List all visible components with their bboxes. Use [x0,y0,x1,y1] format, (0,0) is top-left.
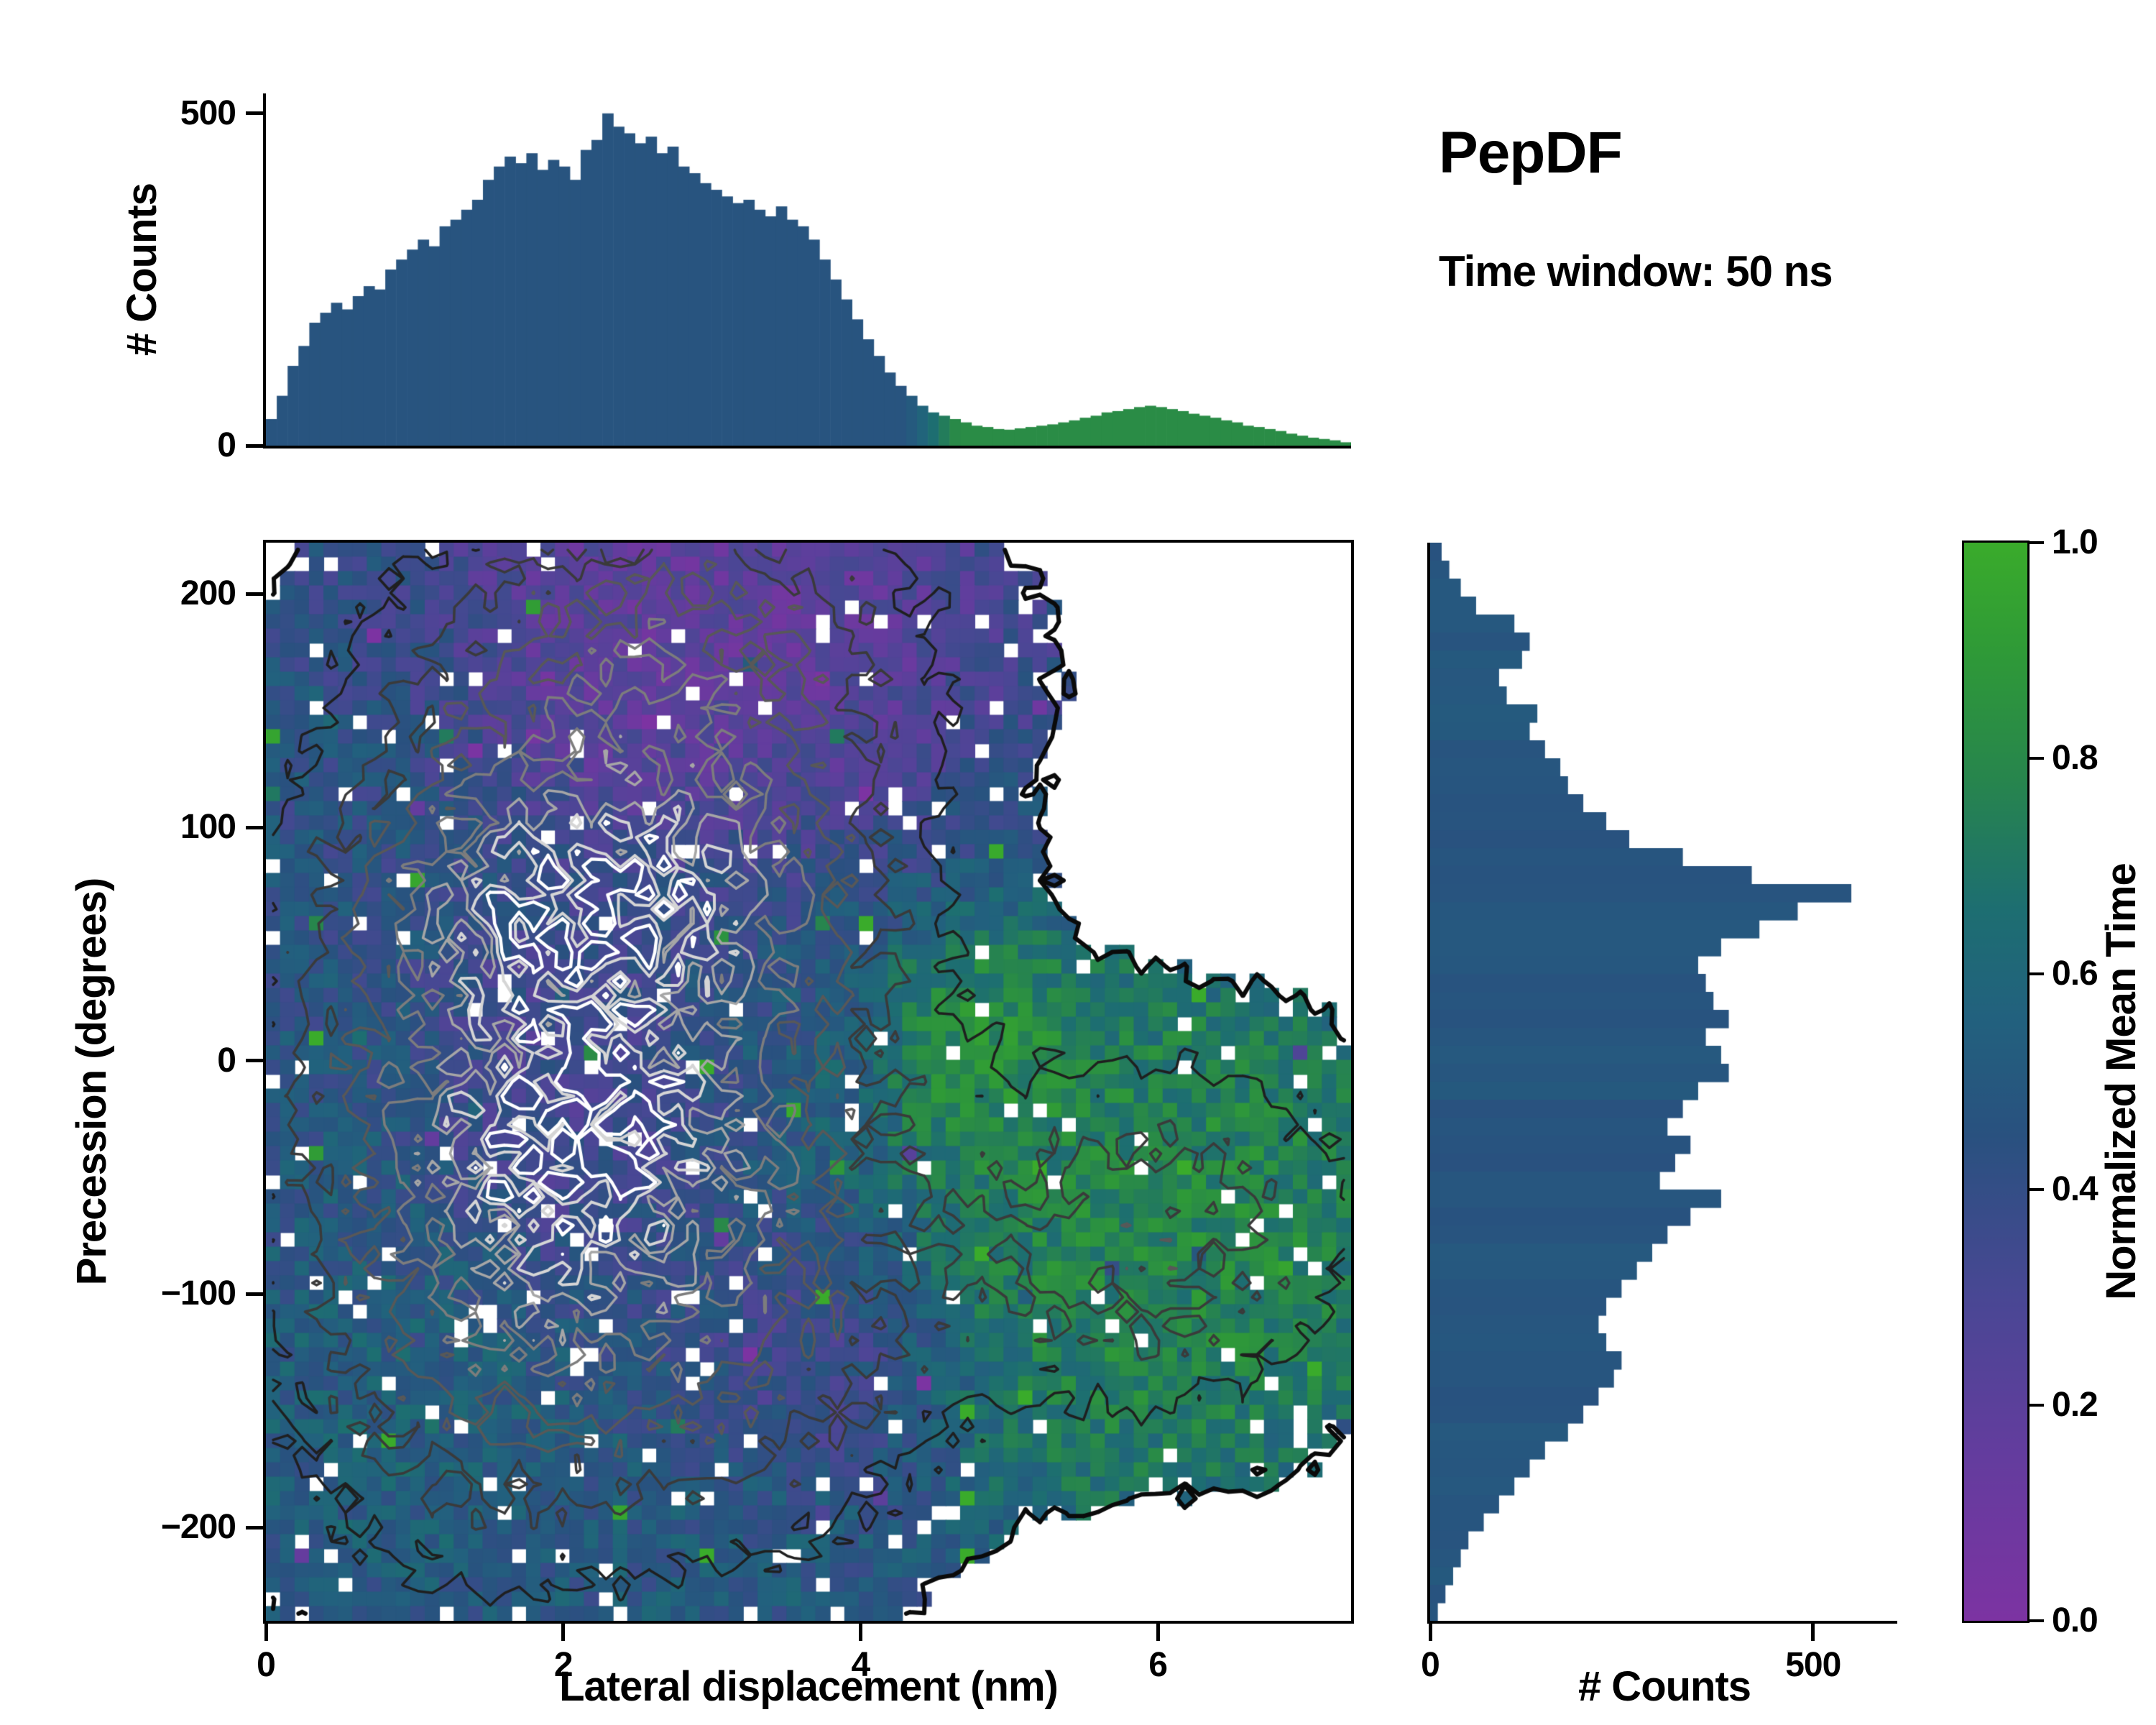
colorbar-tick-mark [2030,1188,2044,1191]
right-hist-bottom-spine [1427,1621,1897,1624]
colorbar-tick-mark [2030,972,2044,975]
y-tick-label: −100 [160,1274,236,1313]
plot-title: PepDF [1439,120,1623,185]
x-tick-label: 500 [1785,1646,1841,1684]
colorbar-tick-label: 0.4 [2052,1170,2099,1208]
y-tick-label: 200 [180,574,236,613]
y-tick-mark [246,111,263,116]
top-hist-bottom-spine [263,446,1351,448]
colorbar-tick-mark [2030,1619,2044,1622]
colorbar-tick-label: 0.8 [2052,739,2099,777]
y-tick-label: 0 [217,426,236,464]
x-tick-mark [264,1624,268,1641]
time-window-annotation: Time window: 50 ns [1439,247,1833,295]
colorbar-tick-label: 1.0 [2052,523,2099,561]
y-tick-label: 0 [217,1041,236,1080]
x-tick-label: 0 [257,1646,276,1684]
x-tick-mark [1156,1624,1160,1641]
colorbar-tick-mark [2030,757,2044,760]
y-tick-mark [246,1525,263,1530]
y-tick-mark [246,443,263,448]
y-tick-mark [246,1292,263,1296]
right-histogram-panel: 0 500 [1421,543,1897,1683]
colorbar-tick-label: 0.6 [2052,954,2099,993]
y-tick-label: 500 [180,93,236,132]
main-y-axis-label: Precession (degrees) [68,878,115,1286]
right-histogram-canvas [1430,543,1897,1621]
y-tick-label: 100 [180,808,236,847]
y-tick-mark [246,825,263,829]
x-tick-mark [1811,1624,1815,1641]
x-tick-label: 0 [1421,1646,1440,1684]
colorbar-tick-label: 0.2 [2052,1386,2099,1424]
x-tick-mark [858,1624,862,1641]
x-tick-label: 6 [1148,1646,1168,1684]
y-tick-mark [246,1059,263,1063]
x-tick-label: 4 [851,1646,871,1684]
top-hist-y-axis-label: # Counts [119,183,165,356]
top-histogram-panel: 500 0 [180,93,1351,463]
colorbar-label: Normalized Mean Time [2098,863,2145,1300]
right-hist-x-axis-label: # Counts [1577,1663,1751,1710]
colorbar-panel: 1.0 0.8 0.6 0.4 0.2 0.0 [1962,525,2099,1638]
y-tick-mark [246,592,263,596]
x-tick-mark [1428,1624,1432,1641]
colorbar-tick-mark [2030,541,2044,544]
colorbar-tick-mark [2030,1404,2044,1407]
y-tick-label: −200 [160,1508,236,1547]
x-tick-label: 2 [553,1646,573,1684]
main-x-axis-label: Lateral displacement (nm) [559,1663,1059,1710]
colorbar-gradient [1964,543,2027,1621]
main-heatmap-panel: 200 100 0 −100 −200 0 2 4 6 [161,540,1354,1683]
main-heatmap-canvas [266,543,1351,1621]
x-tick-mark [561,1624,566,1641]
colorbar-tick-label: 0.0 [2052,1601,2099,1639]
top-histogram-canvas [266,93,1351,446]
